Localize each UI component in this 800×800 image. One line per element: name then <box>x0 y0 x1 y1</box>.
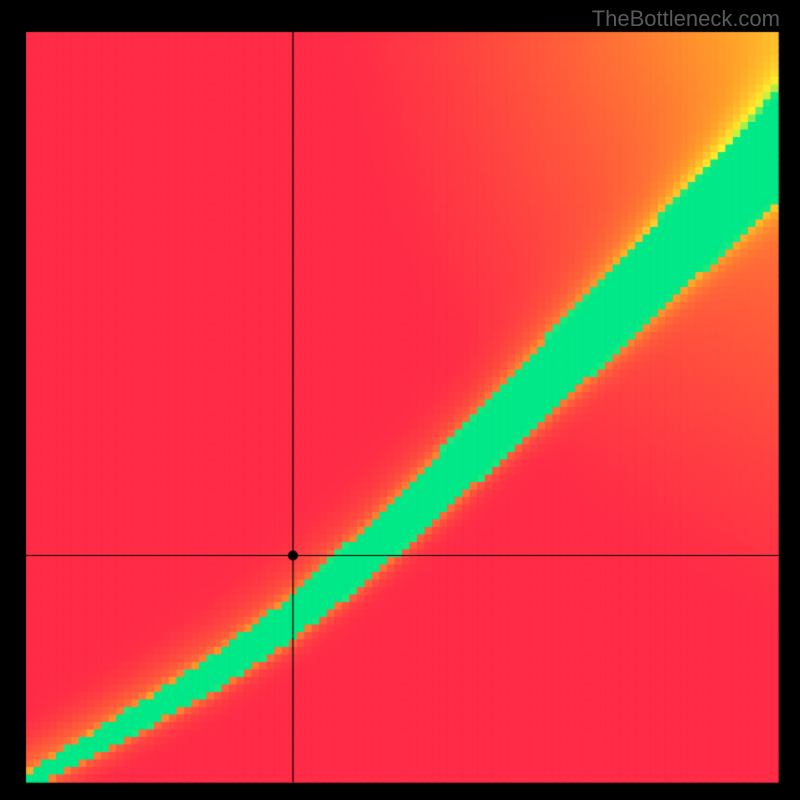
chart-container: TheBottleneck.com <box>0 0 800 800</box>
bottleneck-heatmap <box>0 0 800 800</box>
watermark-text: TheBottleneck.com <box>592 6 780 32</box>
